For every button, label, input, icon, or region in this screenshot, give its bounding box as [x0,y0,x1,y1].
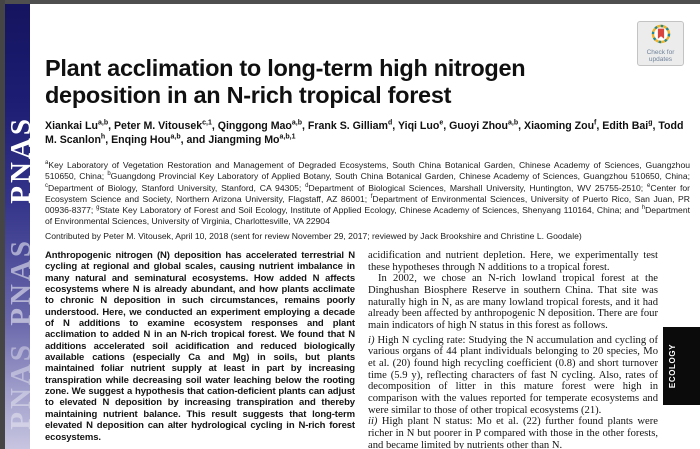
pnas-sidebar: PNAS PNAS PNAS [5,4,37,449]
body-paragraph: acidification and nutrient depletion. He… [368,250,658,273]
check-updates-badge[interactable]: Check for updates [637,21,684,66]
category-tab: ECOLOGY [663,327,700,405]
scan-top-edge [0,0,700,4]
right-column: acidification and nutrient depletion. He… [368,250,658,449]
pnas-logo-vertical: PNAS [5,238,37,326]
body-paragraph: i) High N cycling rate: Studying the N a… [368,334,658,416]
crossmark-icon [651,24,670,44]
article-title: Plant acclimation to long-term high nitr… [45,55,526,108]
affiliation-list: aKey Laboratory of Vegetation Restoratio… [45,160,691,227]
badge-label-line2: updates [648,56,673,63]
scan-left-edge [0,0,5,449]
body-paragraph: In 2002, we chose an N-rich lowland trop… [368,273,658,331]
abstract-text: Anthropogenic nitrogen (N) deposition ha… [45,250,355,443]
author-list: Xiankai Lua,b, Peter M. Vitousekc,1, Qin… [45,119,684,146]
contributed-line: Contributed by Peter M. Vitousek, April … [45,231,582,241]
pnas-logo-vertical: PNAS [5,116,37,204]
badge-label-line1: Check for [646,49,675,56]
body-paragraph: ii) High plant N status: Mo et al. (22) … [368,416,658,449]
category-tab-label: ECOLOGY [668,343,677,389]
pnas-logo-vertical: PNAS [5,342,37,430]
